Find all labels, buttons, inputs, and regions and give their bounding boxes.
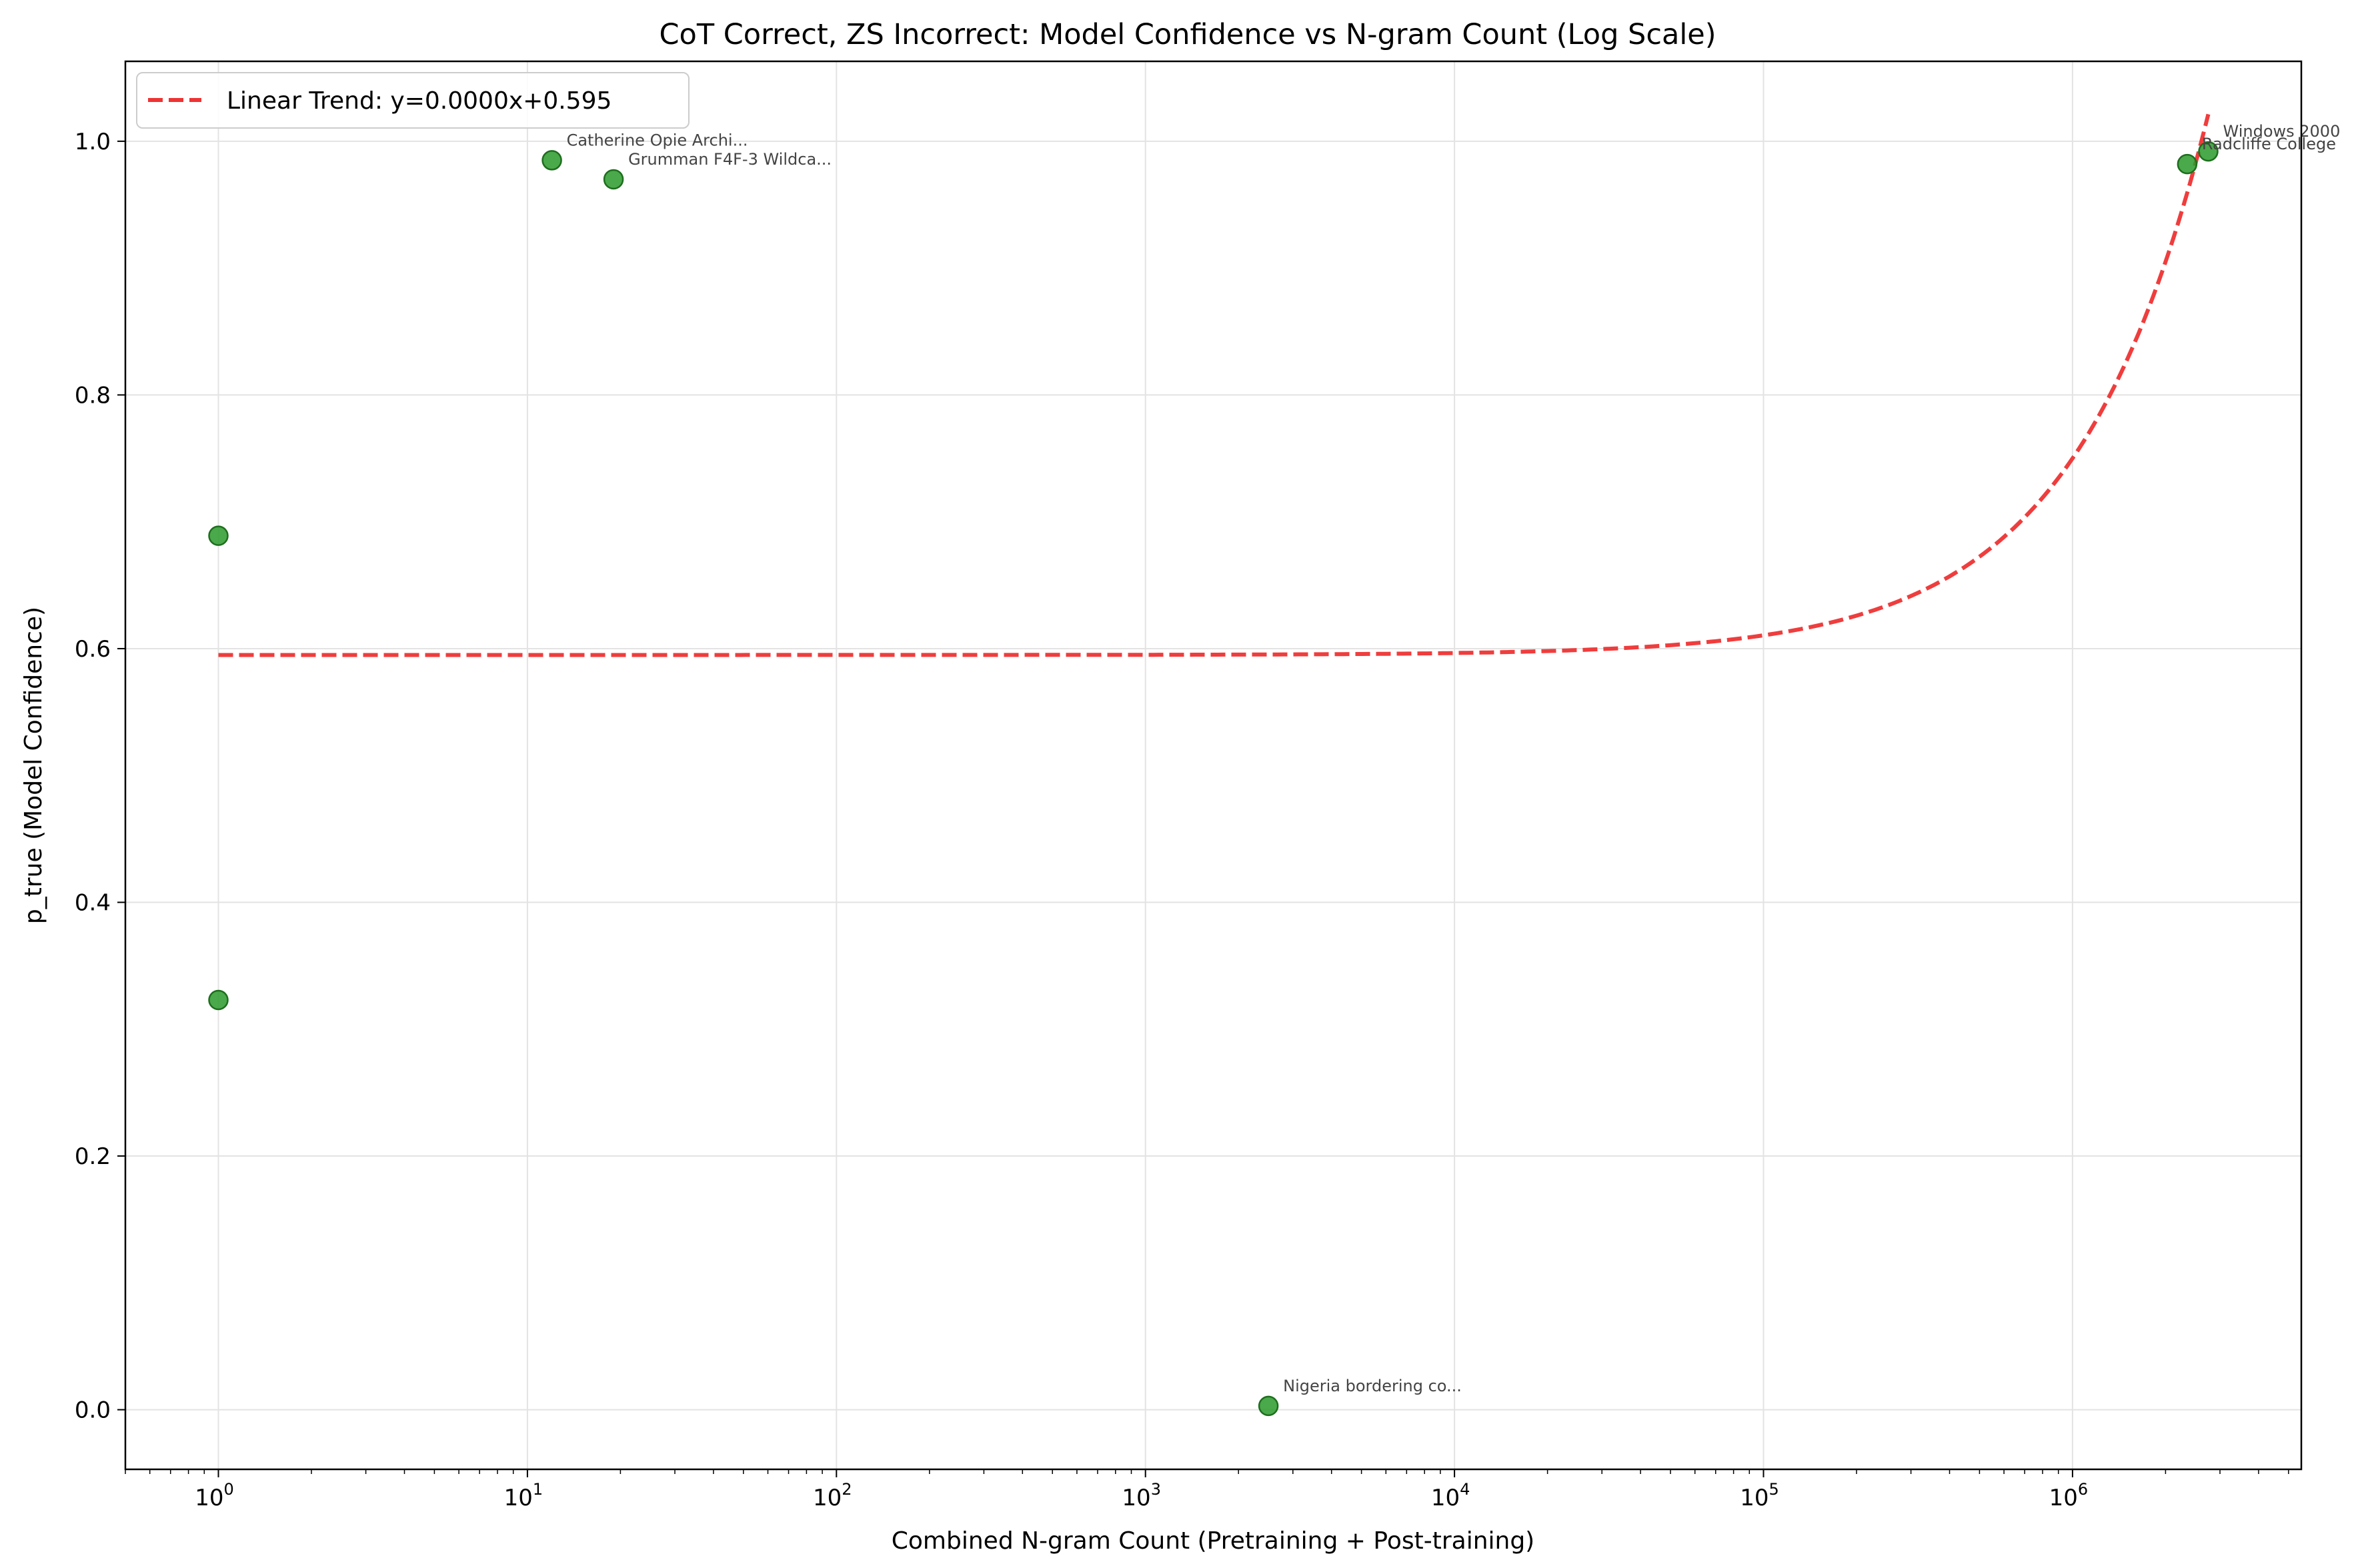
x-axis-ticks: 100 101 102 103 104 105 106 <box>125 1469 2289 1511</box>
trend-line <box>218 113 2211 657</box>
point-annotation: Catherine Opie Archi... <box>567 131 748 149</box>
x-tick-label: 100 <box>195 1480 234 1511</box>
y-tick-label: 0.4 <box>75 889 111 916</box>
point-annotation: Radcliffe College <box>2202 135 2336 153</box>
plot-frame <box>124 60 2303 1471</box>
y-tick-label: 0.0 <box>75 1397 111 1424</box>
x-tick-label: 102 <box>813 1480 852 1511</box>
trend-layer <box>218 113 2211 657</box>
legend-box <box>136 72 690 129</box>
legend-trend-label: Linear Trend: y=0.0000x+0.595 <box>227 87 612 115</box>
scatter-point <box>2198 141 2219 162</box>
grid <box>125 61 2301 1469</box>
scatter-point <box>208 525 229 546</box>
points-layer <box>208 141 2219 1417</box>
scatter-point <box>541 150 562 171</box>
point-annotation: Grumman F4F-3 Wildca... <box>628 150 832 169</box>
point-annotation: Windows 2000 <box>2223 122 2341 141</box>
y-tick-label: 1.0 <box>75 129 111 155</box>
x-tick-label: 105 <box>1740 1480 1779 1511</box>
scatter-point <box>603 169 624 190</box>
scatter-point <box>2177 153 2198 175</box>
y-tick-label: 0.8 <box>75 382 111 409</box>
x-tick-label: 101 <box>504 1480 543 1511</box>
legend: Linear Trend: y=0.0000x+0.595 <box>136 72 690 129</box>
x-tick-label: 104 <box>1431 1480 1470 1511</box>
y-axis-label: p_true (Model Confidence) <box>20 607 47 924</box>
annotation-layer: Catherine Opie Archi...Grumman F4F-3 Wil… <box>567 122 2341 1395</box>
scatter-point <box>208 989 229 1011</box>
x-axis-label: Combined N-gram Count (Pretraining + Pos… <box>892 1527 1534 1555</box>
y-axis-ticks: 0.0 0.2 0.4 0.6 0.8 1.0 <box>75 129 125 1424</box>
x-tick-label: 106 <box>2049 1480 2089 1511</box>
x-tick-label: 103 <box>1122 1480 1161 1511</box>
point-annotation: Nigeria bordering co... <box>1283 1377 1462 1395</box>
scatter-point <box>1258 1395 1279 1417</box>
y-tick-label: 0.6 <box>75 636 111 663</box>
chart-title: CoT Correct, ZS Incorrect: Model Confide… <box>660 18 1716 51</box>
y-tick-label: 0.2 <box>75 1143 111 1170</box>
